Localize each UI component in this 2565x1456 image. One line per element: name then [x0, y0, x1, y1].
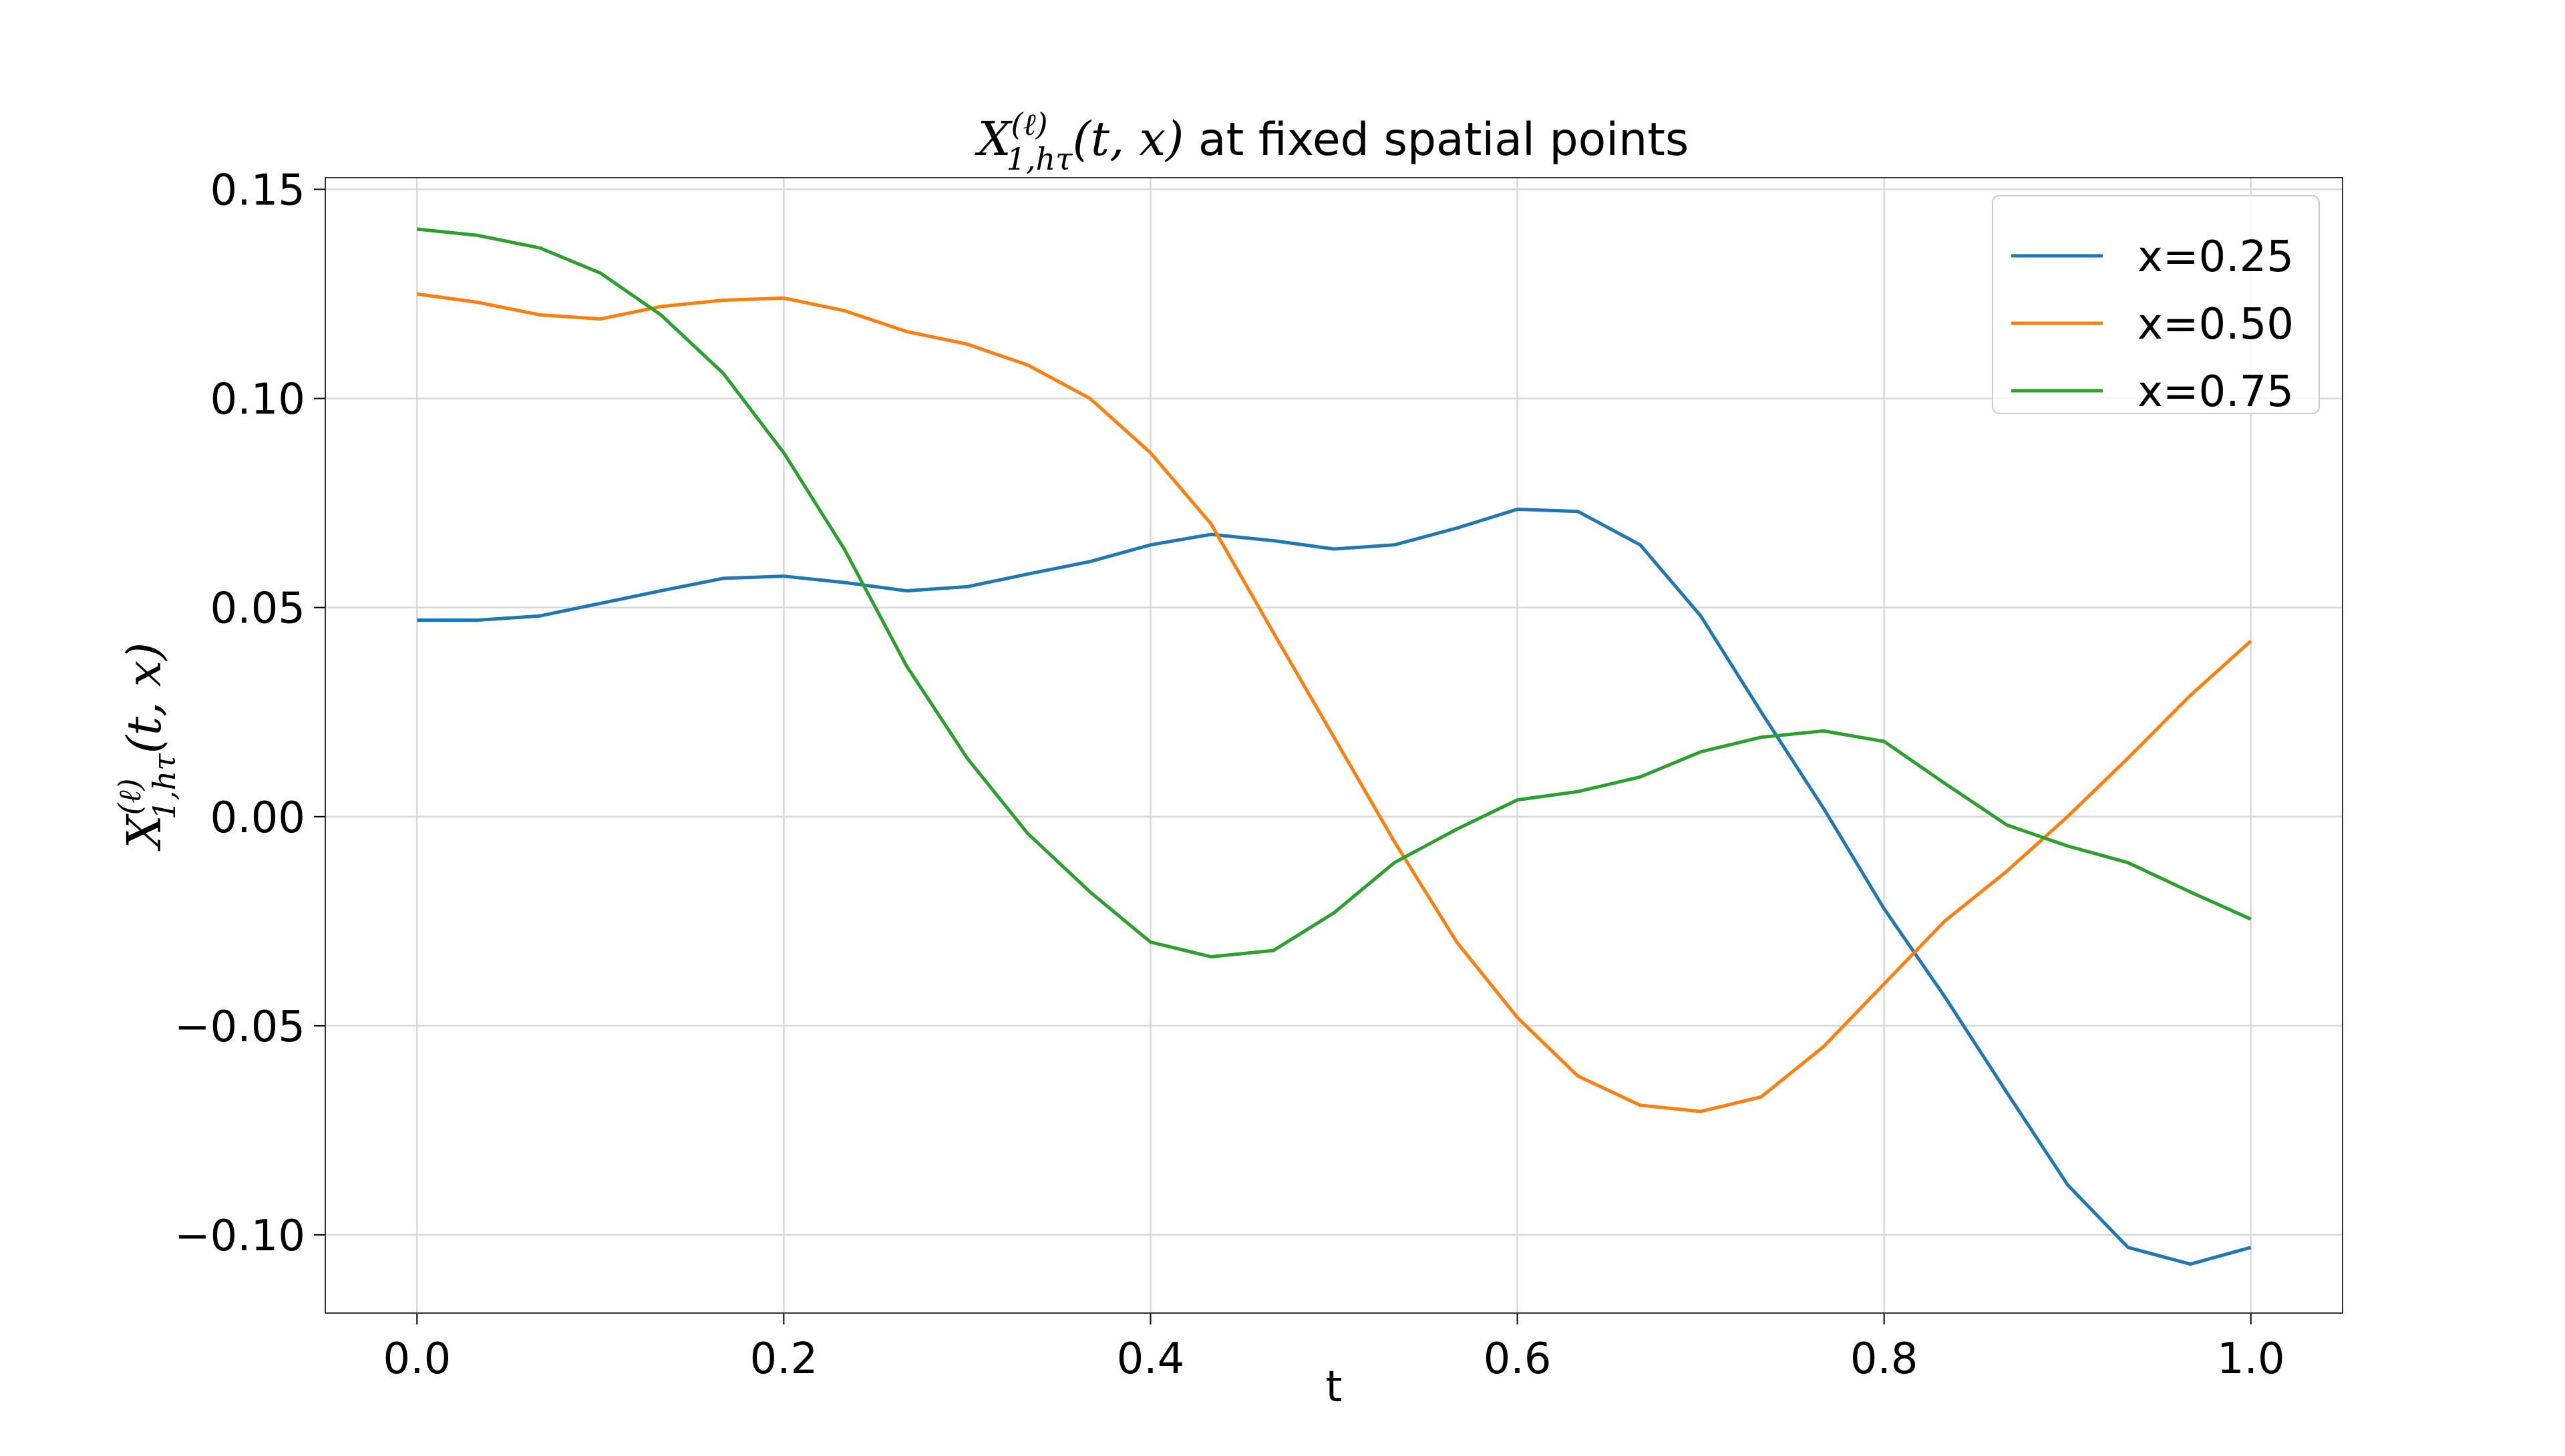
x-tick-label: 1.0 — [2217, 1334, 2285, 1384]
x-axis-label: t — [1325, 1362, 1342, 1412]
y-tick-label: 0.10 — [210, 375, 306, 425]
plot-frame — [325, 177, 2343, 1314]
y-tick-label: −0.10 — [174, 1212, 305, 1261]
math-symbol: X — [117, 813, 172, 852]
x-tick-label: 0.4 — [1117, 1334, 1185, 1384]
math-subscript: 1,hτ — [1007, 141, 1074, 177]
math-subscript: 1,hτ — [146, 753, 182, 820]
chart-title: X(ℓ) 1,hτ(t, x) at fixed spatial points — [975, 106, 1689, 177]
math-symbol: X — [975, 112, 1013, 166]
legend-label: x=0.50 — [2138, 300, 2294, 349]
data-line — [417, 227, 2252, 958]
x-tick-label: 0.6 — [1484, 1334, 1552, 1384]
x-tick-label: 0.0 — [383, 1334, 451, 1384]
y-tick-label: 0.00 — [210, 793, 306, 843]
y-tick-label: −0.05 — [174, 1003, 305, 1052]
y-axis-label: X(ℓ)1,hτ(t, x) — [112, 643, 182, 852]
legend-label: x=0.25 — [2138, 232, 2294, 282]
y-tick-label: 0.15 — [210, 166, 306, 216]
legend-box — [1992, 195, 2320, 414]
x-tick-label: 0.2 — [749, 1334, 818, 1384]
math-args: (t, x) — [117, 643, 172, 754]
x-tick-label: 0.8 — [1850, 1334, 1918, 1384]
y-tick-label: 0.05 — [210, 584, 306, 634]
data-line — [417, 508, 2252, 1266]
legend-label: x=0.75 — [2138, 367, 2294, 417]
data-line — [416, 292, 2252, 1113]
math-args: (t, x) — [1073, 112, 1184, 166]
title-text: at fixed spatial points — [1184, 114, 1689, 166]
math-superscript: (ℓ) — [1011, 106, 1048, 142]
math-superscript: (ℓ) — [112, 778, 148, 815]
